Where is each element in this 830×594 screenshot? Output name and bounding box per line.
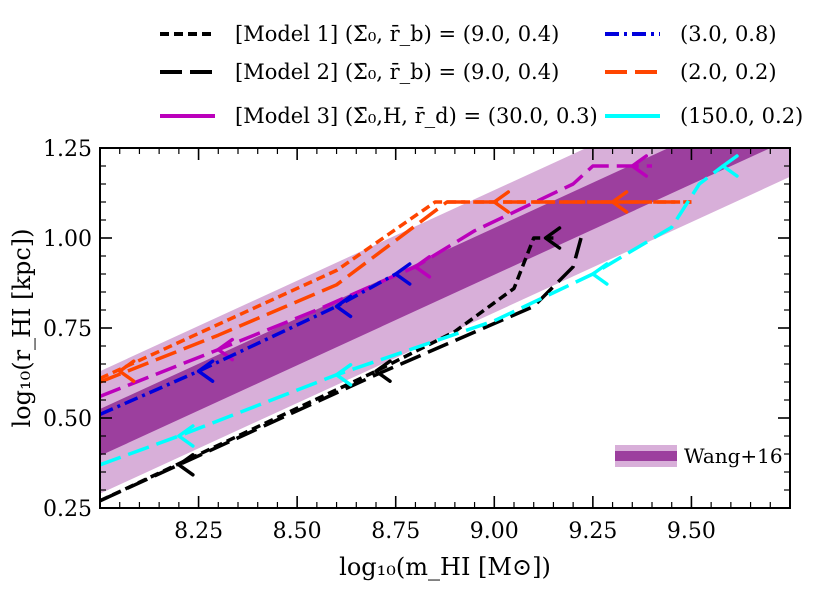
x-tick-label-5: 9.50 [667, 519, 716, 544]
y-tick-label-4: 1.25 [43, 137, 92, 162]
legend-label-1: [Model 2] (Σ̄₀, r̄_b) = (9.0, 0.4) [235, 60, 559, 84]
y-tick-label-2: 0.75 [43, 317, 92, 342]
legend-label-0: [Model 1] (Σ̄₀, r̄_b) = (9.0, 0.4) [235, 22, 559, 46]
x-tick-label-4: 9.25 [568, 519, 617, 544]
series-arrow-6-2 [591, 262, 609, 286]
series-arrow-1-0 [177, 453, 195, 477]
y-tick-label-3: 1.00 [43, 227, 92, 252]
band-legend: Wang+16 [615, 444, 783, 468]
plot-area [100, 148, 790, 503]
y-tick-label-1: 0.50 [43, 407, 92, 432]
band-outer [100, 148, 790, 494]
y-axis-label: log₁₀(r_HI [kpc]) [8, 228, 36, 427]
x-tick-label-0: 8.25 [174, 519, 223, 544]
band-inner [100, 148, 771, 456]
series-arrow-0-0 [374, 359, 392, 383]
series-line-1 [100, 237, 583, 503]
series-arrow-3-0 [196, 359, 215, 383]
series-arrow-0-1 [543, 226, 562, 250]
axis-ticks: 8.25 8.50 8.75 9.00 9.25 9.50 0.25 0.50 0.75 1.00… [43, 137, 790, 544]
legend-label-4: (2.0, 0.2) [680, 60, 777, 84]
legend-label-3: (3.0, 0.8) [680, 22, 777, 46]
series-line-6 [100, 164, 725, 467]
series-arrow-3-1 [334, 294, 353, 319]
series-arrow-3-2 [393, 262, 412, 286]
series-arrow-5-0 [492, 190, 511, 214]
band-legend-label: Wang+16 [684, 444, 783, 468]
x-tick-label-3: 9.00 [470, 519, 519, 544]
series-line-3 [100, 272, 397, 417]
band [100, 148, 790, 494]
legend-label-5: (150.0, 0.2) [680, 104, 803, 128]
series-line-0 [100, 236, 554, 503]
x-tick-label-2: 8.75 [371, 519, 420, 544]
x-axis-label: log₁₀(m_HI [M⊙]) [339, 553, 551, 581]
series-arrow-4-0 [117, 359, 136, 383]
legend: [Model 1] (Σ̄₀, r̄_b) = (9.0, 0.4) [Model… [160, 22, 803, 128]
series-line-5 [100, 200, 692, 384]
series-arrow-2-2 [630, 154, 649, 178]
x-tick-label-1: 8.50 [273, 519, 322, 544]
band-legend-swatch-inner [615, 451, 677, 461]
y-tick-label-0: 0.25 [43, 497, 92, 522]
series-arrow-6-0 [177, 424, 195, 448]
series-line-2 [100, 164, 652, 399]
series-arrow-6-1 [334, 363, 353, 387]
series-arrow-6-3 [721, 154, 739, 178]
legend-label-2: [Model 3] (Σ̄₀,H, r̄_d) = (30.0, 0.3) [235, 104, 598, 128]
series-group [100, 154, 739, 503]
series-arrow-2-1 [413, 255, 432, 279]
